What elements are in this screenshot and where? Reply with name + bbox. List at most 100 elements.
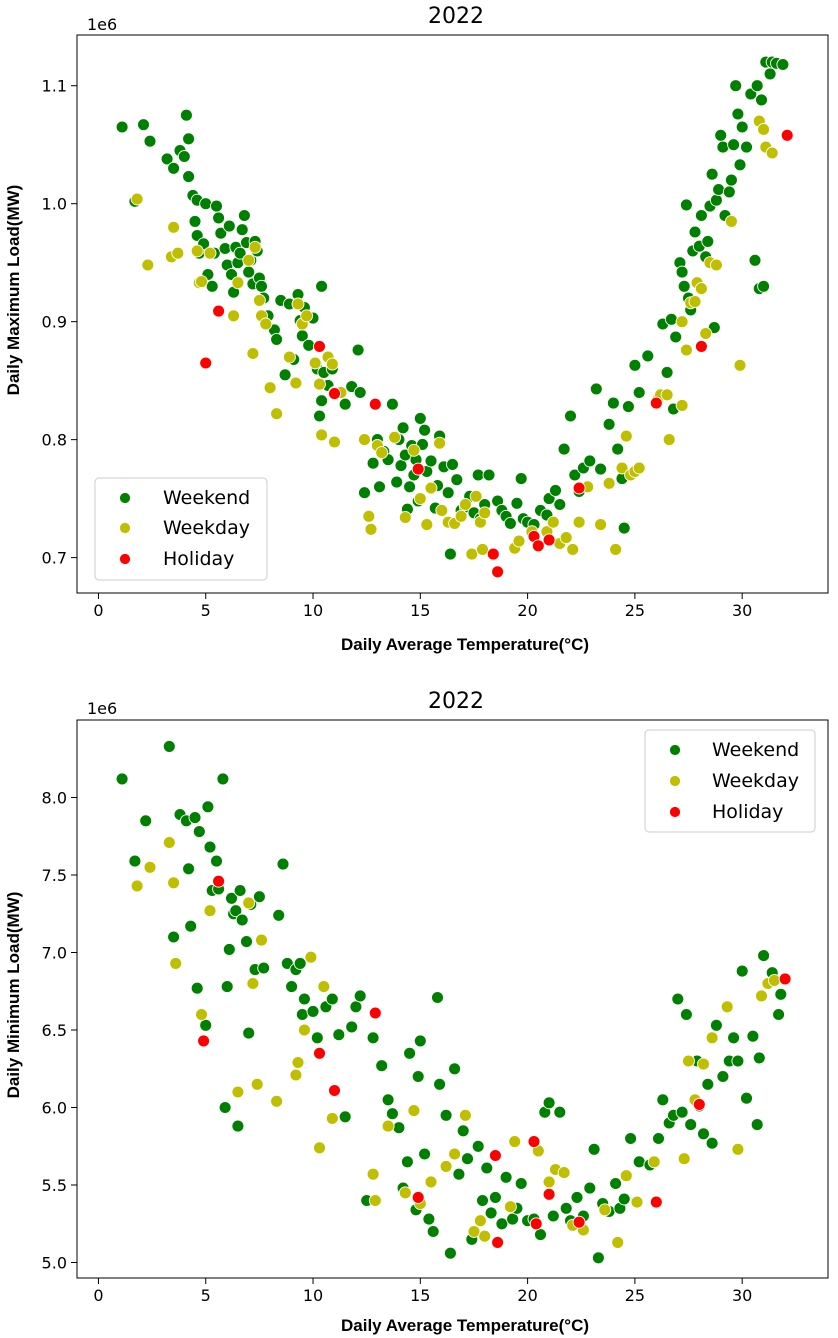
plot-area-min [115,739,792,1265]
point-weekend-97 [446,457,459,471]
point-holiday-14 [780,128,794,142]
legend-marker-holiday [669,806,681,818]
point-weekend-92 [559,1201,573,1215]
point-holiday-2 [313,1046,326,1060]
point-weekday-23 [398,1186,412,1200]
point-weekday-61 [572,515,586,529]
point-weekend-48 [345,1020,359,1034]
x-tick-label: 20 [517,601,537,620]
point-weekend-69 [443,1246,457,1260]
legend-label-holiday: Holiday [712,801,783,823]
x-axis-max: 0 5 10 15 20 25 30 [93,593,752,620]
point-weekend-151 [688,225,702,239]
point-weekend-33 [257,961,271,975]
point-weekday-41 [598,1203,612,1217]
point-holiday-7 [491,565,505,579]
point-weekday-67 [619,429,633,443]
point-weekday-10 [231,276,245,290]
point-weekday-44 [630,1195,644,1209]
x-axis-label-min: Daily Average Temperature(°C) [341,1316,589,1335]
point-weekday-15 [297,1023,311,1037]
point-weekday-41 [424,481,438,495]
point-weekend-130 [757,949,771,963]
point-weekend-47 [278,368,292,382]
point-weekend-53 [375,1059,389,1073]
point-weekend-61 [411,1070,425,1083]
point-weekday-13 [289,1068,303,1082]
point-weekend-5 [167,161,181,175]
point-weekend-78 [396,421,410,435]
point-weekend-84 [514,1177,528,1190]
point-weekday-1 [141,258,155,272]
point-weekend-35 [276,857,290,871]
point-weekday-20 [289,376,303,390]
point-weekday-31 [358,433,371,447]
point-weekend-107 [652,1132,665,1145]
point-weekday-45 [647,1155,661,1169]
chart-title-max: 2022 [428,4,484,29]
point-weekday-34 [508,1135,522,1149]
point-weekday-27 [439,1159,453,1173]
point-weekend-146 [677,279,691,293]
point-weekend-0 [115,120,129,134]
point-weekday-86 [733,358,747,372]
point-weekday-21 [368,1194,382,1207]
point-weekday-43 [435,503,449,517]
point-weekend-131 [611,442,625,456]
point-weekend-90 [424,454,438,468]
point-holiday-12 [649,396,663,410]
point-weekend-120 [553,498,567,511]
point-weekend-147 [679,198,693,212]
point-weekend-64 [338,397,352,411]
point-weekend-2 [139,814,153,828]
point-weekday-22 [381,1119,395,1133]
point-weekend-2 [137,118,150,132]
point-holiday-1 [212,874,226,888]
point-weekday-8 [242,896,256,910]
point-holiday-13 [694,339,708,353]
point-weekend-95 [441,486,455,500]
point-weekend-31 [233,246,247,260]
point-weekend-174 [750,79,764,93]
point-weekend-45 [325,992,339,1006]
point-weekend-111 [671,992,685,1006]
point-weekend-10 [190,981,204,995]
point-weekend-145 [675,265,689,279]
point-weekday-48 [465,547,479,561]
point-weekend-12 [199,1018,213,1032]
point-weekend-112 [514,472,528,486]
point-weekend-71 [452,1167,466,1181]
point-weekend-46 [332,1028,346,1042]
point-weekend-133 [774,987,788,1001]
point-weekday-42 [611,1235,625,1249]
legend-label-weekend: Weekend [163,487,250,509]
point-weekend-8 [179,108,193,122]
point-weekday-57 [546,515,560,529]
x-tick-label: 25 [625,601,645,620]
point-weekend-3 [162,739,176,753]
point-weekend-22 [212,211,226,225]
point-weekend-78 [484,1206,498,1220]
point-weekend-19 [205,279,219,293]
point-weekend-26 [233,884,247,897]
point-weekend-105 [632,1155,646,1169]
point-weekday-9 [246,977,260,990]
x-axis-label-max: Daily Average Temperature(°C) [341,635,589,654]
point-weekend-63 [418,1147,432,1161]
point-holiday-0 [199,356,213,370]
point-weekend-103 [617,1192,631,1206]
x-axis-min: 0 5 10 15 20 25 30 [93,1278,752,1305]
point-holiday-5 [411,1190,425,1204]
point-weekday-77 [679,343,693,357]
point-weekday-33 [503,1200,517,1214]
point-weekend-34 [272,908,286,922]
point-weekend-13 [201,800,215,814]
point-weekday-8 [203,246,217,260]
point-holiday-5 [411,462,425,476]
point-weekend-39 [293,956,307,970]
point-weekday-18 [317,980,331,994]
point-weekday-47 [458,498,472,511]
point-weekend-161 [714,128,728,142]
point-weekday-32 [362,509,376,523]
point-weekday-38 [407,443,421,457]
